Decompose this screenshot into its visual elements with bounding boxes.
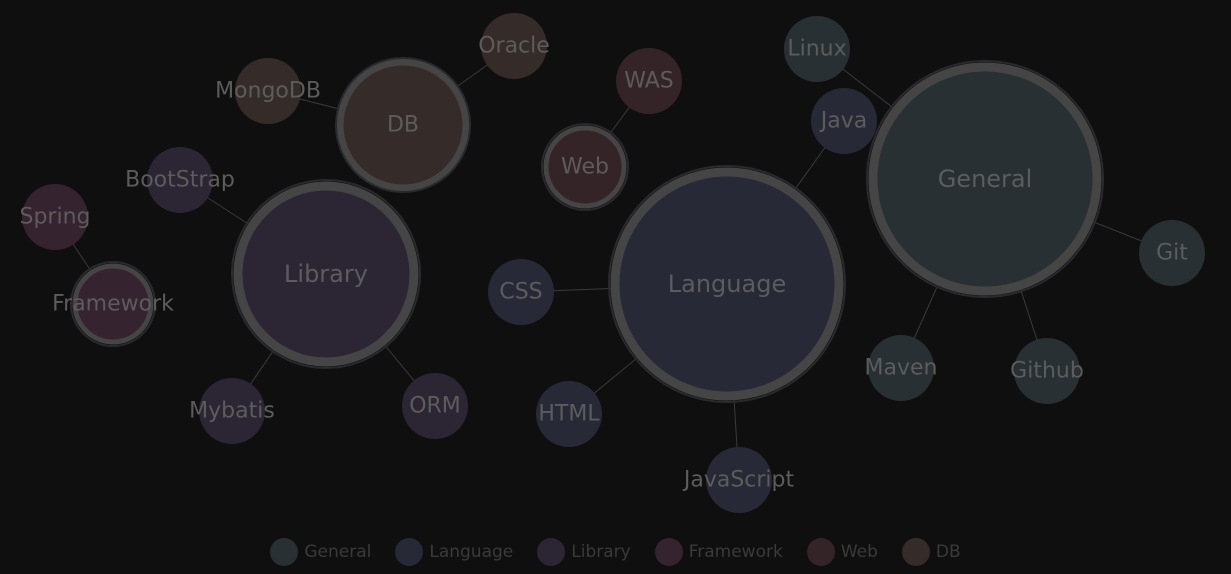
legend-label-db: DB <box>935 542 961 562</box>
node-circle-was[interactable] <box>616 48 682 114</box>
legend-swatch-general <box>270 538 299 566</box>
legend-item-web[interactable]: Web <box>806 538 878 566</box>
node-circle-db[interactable] <box>336 58 470 192</box>
node-circle-oracle[interactable] <box>481 13 547 79</box>
node-ring-db <box>335 57 471 193</box>
node-circle-spring[interactable] <box>22 184 88 250</box>
legend-label-library: Library <box>571 542 631 562</box>
node-orm[interactable]: ORM <box>402 373 468 439</box>
node-ring-library <box>231 179 421 369</box>
node-spring[interactable]: Spring <box>20 184 91 250</box>
node-library[interactable]: Library <box>231 179 421 369</box>
node-github[interactable]: Github <box>1010 338 1084 404</box>
legend: General Language Library Framework Web DB <box>0 535 1231 569</box>
node-bootstrap[interactable]: BootStrap <box>125 147 235 213</box>
node-circle-git[interactable] <box>1139 220 1205 286</box>
node-oracle[interactable]: Oracle <box>478 13 550 79</box>
node-circle-mongodb[interactable] <box>235 58 301 124</box>
node-git[interactable]: Git <box>1139 220 1205 286</box>
node-linux[interactable]: Linux <box>784 16 850 82</box>
legend-label-general: General <box>304 542 372 562</box>
node-db[interactable]: DB <box>335 57 471 193</box>
legend-swatch-language <box>395 538 424 566</box>
legend-item-general[interactable]: General <box>270 538 371 566</box>
legend-swatch-framework <box>654 538 683 566</box>
legend-item-framework[interactable]: Framework <box>654 538 783 566</box>
node-circle-maven[interactable] <box>868 335 934 401</box>
node-web[interactable]: Web <box>541 123 629 211</box>
node-general[interactable]: General <box>866 60 1104 298</box>
node-circle-css[interactable] <box>488 259 554 325</box>
node-css[interactable]: CSS <box>488 259 554 325</box>
node-circle-bootstrap[interactable] <box>147 147 213 213</box>
node-framework[interactable]: Framework <box>52 261 174 347</box>
node-circle-github[interactable] <box>1014 338 1080 404</box>
node-circle-mybatis[interactable] <box>199 378 265 444</box>
node-circle-framework[interactable] <box>72 263 154 345</box>
node-circle-java[interactable] <box>811 88 877 154</box>
legend-label-language: Language <box>429 542 514 562</box>
node-circle-orm[interactable] <box>402 373 468 439</box>
node-was[interactable]: WAS <box>616 48 682 114</box>
node-circle-general[interactable] <box>868 62 1102 296</box>
node-java[interactable]: Java <box>811 88 877 154</box>
node-mybatis[interactable]: Mybatis <box>189 378 275 444</box>
node-circle-linux[interactable] <box>784 16 850 82</box>
node-language[interactable]: Language <box>608 165 846 403</box>
node-ring-web <box>541 123 629 211</box>
node-circle-javascript[interactable] <box>706 447 772 513</box>
legend-item-db[interactable]: DB <box>901 538 961 566</box>
node-html[interactable]: HTML <box>536 381 602 447</box>
legend-item-language[interactable]: Language <box>395 538 513 566</box>
node-circle-html[interactable] <box>536 381 602 447</box>
legend-swatch-web <box>806 538 835 566</box>
node-circle-library[interactable] <box>233 181 419 367</box>
node-mongodb[interactable]: MongoDB <box>215 58 321 124</box>
node-ring-framework <box>70 261 156 347</box>
legend-item-library[interactable]: Library <box>537 538 631 566</box>
legend-label-web: Web <box>840 542 878 562</box>
node-circle-web[interactable] <box>543 125 627 209</box>
node-circle-language[interactable] <box>610 167 844 401</box>
node-ring-general <box>866 60 1104 298</box>
legend-label-framework: Framework <box>688 542 783 562</box>
legend-swatch-library <box>537 538 566 566</box>
legend-swatch-db <box>901 538 930 566</box>
node-ring-language <box>608 165 846 403</box>
node-javascript[interactable]: JavaScript <box>682 447 795 513</box>
node-maven[interactable]: Maven <box>865 335 938 401</box>
